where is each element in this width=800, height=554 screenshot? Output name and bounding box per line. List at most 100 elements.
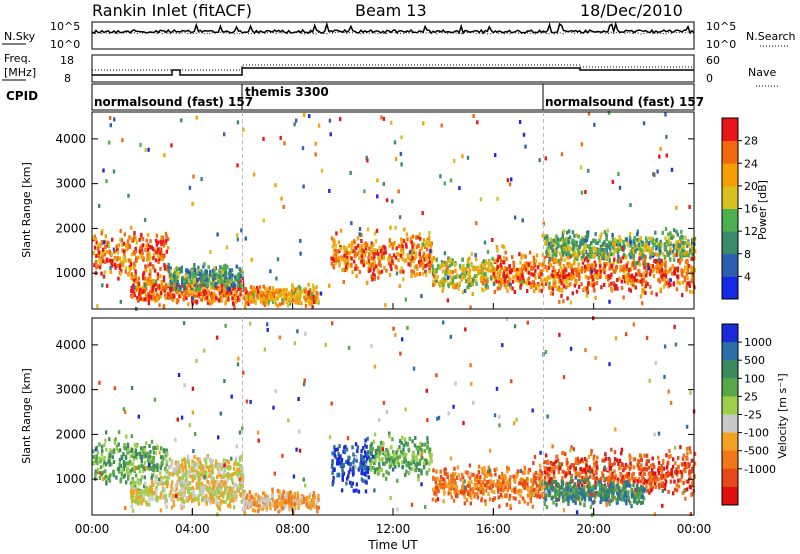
- data-cell: [170, 462, 173, 467]
- data-cell: [195, 496, 198, 501]
- data-cell: [331, 470, 334, 475]
- data-cell: [226, 286, 229, 291]
- data-cell: [431, 271, 435, 276]
- data-cell: [123, 249, 126, 254]
- data-cell: [346, 258, 350, 263]
- data-cell: [440, 479, 443, 484]
- data-cell: [105, 481, 108, 486]
- data-cell: [599, 244, 603, 249]
- data-cell: [573, 273, 576, 278]
- data-cell: [230, 486, 233, 491]
- data-cell: [173, 275, 177, 279]
- data-cell: [119, 299, 122, 304]
- data-cell: [481, 269, 485, 274]
- data-cell: [153, 283, 156, 288]
- data-cell: [200, 177, 203, 182]
- data-cell: [132, 261, 136, 266]
- data-cell: [124, 258, 127, 263]
- data-cell: [644, 280, 648, 285]
- data-cell: [563, 268, 567, 273]
- data-cell: [200, 491, 203, 495]
- data-cell: [204, 473, 208, 478]
- data-cell: [263, 504, 266, 509]
- data-cell: [527, 270, 531, 275]
- data-cell: [95, 254, 98, 258]
- data-cell: [96, 461, 99, 465]
- data-cell: [149, 262, 152, 267]
- data-cell: [263, 491, 266, 496]
- data-cell: [294, 287, 297, 292]
- data-cell: [428, 461, 431, 466]
- data-cell: [241, 489, 245, 494]
- data-cell: [245, 496, 248, 500]
- data-cell: [546, 247, 549, 252]
- data-cell: [307, 282, 310, 287]
- data-cell: [132, 479, 135, 484]
- data-cell: [511, 268, 514, 273]
- data-cell: [215, 500, 218, 505]
- data-cell: [497, 269, 500, 274]
- data-cell: [198, 286, 202, 291]
- data-cell: [395, 271, 399, 276]
- data-cell: [516, 275, 520, 280]
- data-cell: [282, 300, 285, 305]
- data-cell: [343, 261, 347, 266]
- data-cell: [304, 287, 307, 292]
- data-cell: [137, 465, 140, 470]
- data-cell: [463, 289, 467, 293]
- data-cell: [588, 244, 591, 249]
- data-cell: [153, 468, 156, 473]
- data-cell: [263, 303, 267, 307]
- data-cell: [597, 256, 601, 260]
- data-cell: [119, 263, 122, 268]
- data-cell: [436, 274, 440, 279]
- data-cell: [657, 278, 660, 283]
- data-cell: [263, 286, 267, 291]
- data-cell: [176, 497, 180, 502]
- data-cell: [240, 480, 243, 485]
- data-cell: [602, 248, 605, 253]
- data-cell: [558, 262, 562, 267]
- data-cell: [673, 271, 676, 276]
- data-cell: [166, 481, 169, 486]
- colorbar-swatch: [722, 208, 738, 232]
- data-cell: [279, 302, 282, 307]
- data-cell: [509, 270, 512, 275]
- data-cell: [571, 271, 575, 276]
- data-cell: [660, 263, 663, 268]
- data-cell: [399, 449, 403, 454]
- data-cell: [400, 240, 403, 245]
- data-cell: [400, 460, 404, 465]
- data-cell: [484, 272, 487, 277]
- data-cell: [113, 117, 116, 122]
- data-cell: [221, 266, 224, 271]
- data-cell: [159, 254, 162, 258]
- data-cell: [337, 452, 340, 456]
- data-cell: [139, 288, 142, 293]
- data-cell: [190, 281, 193, 286]
- data-cell: [204, 296, 207, 301]
- data-cell: [661, 268, 664, 273]
- data-cell: [236, 283, 240, 288]
- data-cell: [652, 172, 655, 177]
- data-cell: [119, 229, 122, 233]
- data-cell: [160, 478, 164, 483]
- data-cell: [103, 443, 106, 447]
- data-cell: [159, 274, 162, 279]
- data-cell: [625, 267, 628, 271]
- data-cell: [642, 271, 646, 276]
- data-cell: [636, 232, 639, 237]
- data-cell: [593, 268, 596, 272]
- data-cell: [565, 246, 568, 251]
- data-cell: [656, 268, 659, 273]
- data-cell: [94, 237, 98, 242]
- y-tick-label: 2000: [55, 221, 86, 235]
- data-cell: [414, 436, 417, 440]
- data-cell: [268, 502, 272, 507]
- data-cell: [637, 237, 641, 242]
- data-cell: [193, 493, 197, 498]
- data-cell: [93, 460, 96, 465]
- data-cell: [263, 499, 266, 504]
- data-cell: [98, 476, 102, 480]
- data-cell: [416, 266, 419, 271]
